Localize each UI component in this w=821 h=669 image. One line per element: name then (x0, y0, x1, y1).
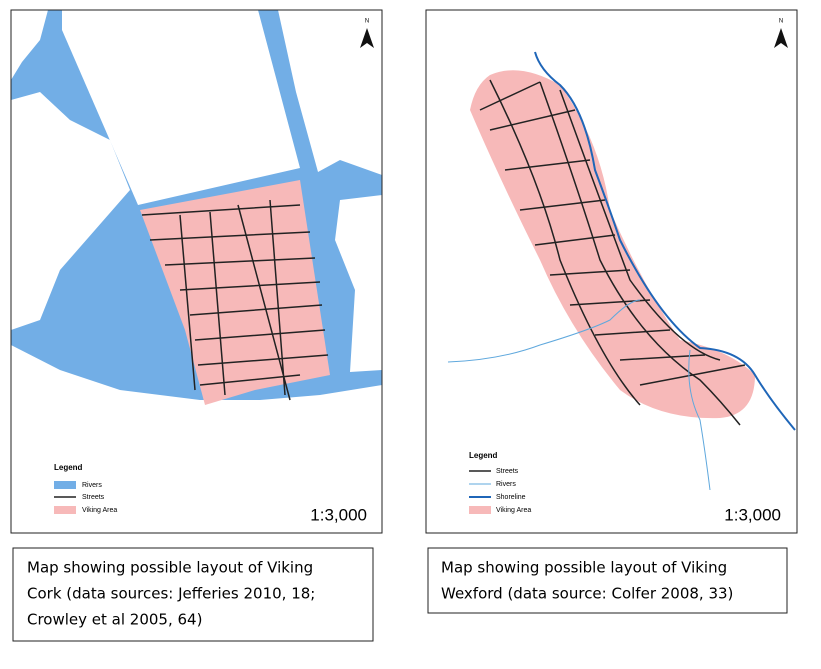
streets (479, 79, 746, 426)
map-frame (10, 9, 383, 534)
caption-line: Cork (data sources: Jefferies 2010, 18; (27, 585, 315, 603)
north-label: N (779, 19, 783, 25)
caption-line: Map showing possible layout of Viking (27, 559, 313, 577)
land (278, 10, 382, 175)
legend-swatch (54, 481, 76, 489)
legend-item: Shoreline (496, 494, 526, 501)
land (62, 10, 300, 205)
north-arrow (774, 28, 788, 48)
shoreline (534, 51, 796, 431)
scale: 1:3,000 (724, 505, 781, 524)
legend-item: Rivers (496, 481, 516, 488)
caption-line: Map showing possible layout of Viking (441, 559, 727, 577)
river (447, 299, 711, 491)
land (11, 10, 48, 80)
legend-item: Streets (496, 468, 519, 475)
caption-line: Wexford (data source: Colfer 2008, 33) (441, 585, 733, 603)
legend-title: Legend (469, 451, 498, 460)
cork-map: N Legend Rivers Streets Viking Area 1:3,… (10, 9, 383, 534)
land (11, 345, 382, 533)
wexford-map: N Legend Streets Rivers Shoreline Viking… (425, 9, 798, 534)
land (11, 92, 130, 330)
legend-swatch (54, 506, 76, 514)
legend-title: Legend (54, 463, 83, 472)
legend-item: Viking Area (82, 507, 117, 514)
legend-item: Rivers (82, 482, 102, 489)
land (335, 195, 382, 372)
north-label: N (365, 19, 369, 25)
scale: 1:3,000 (310, 505, 367, 524)
streets (141, 199, 329, 401)
caption-box (427, 547, 788, 614)
legend-item: Streets (82, 494, 105, 501)
viking-area (140, 180, 330, 405)
north-arrow (360, 28, 374, 48)
legend-swatch (469, 506, 491, 514)
cork-geography (11, 10, 382, 533)
legend-item: Viking Area (496, 507, 531, 514)
caption-box (12, 547, 374, 642)
viking-area (470, 70, 755, 419)
caption-line: Crowley et al 2005, 64) (27, 611, 202, 629)
